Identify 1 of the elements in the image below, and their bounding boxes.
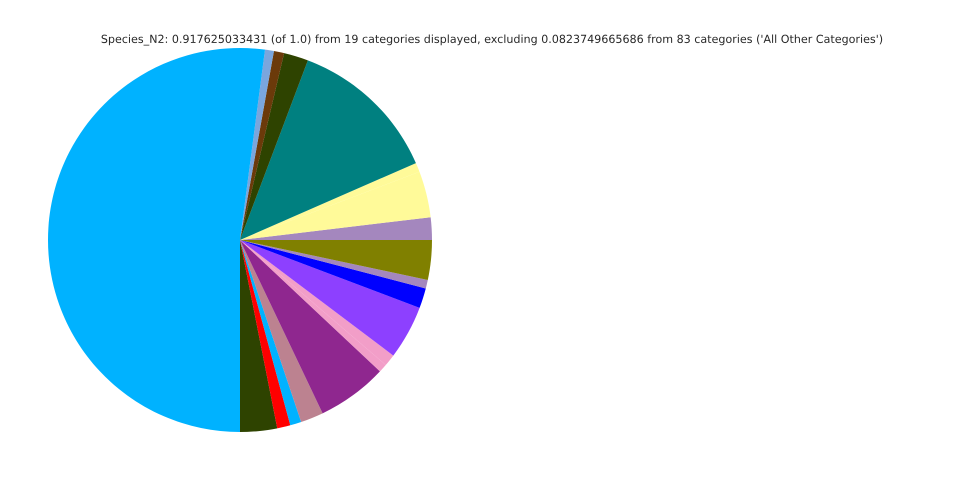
text: Species_N2: 0.917625033431 (of 1.0) from 19 categories displayed, excluding 0.0823749665686 from 83 categories ('All Other Categories'): [102, 34, 882, 46]
